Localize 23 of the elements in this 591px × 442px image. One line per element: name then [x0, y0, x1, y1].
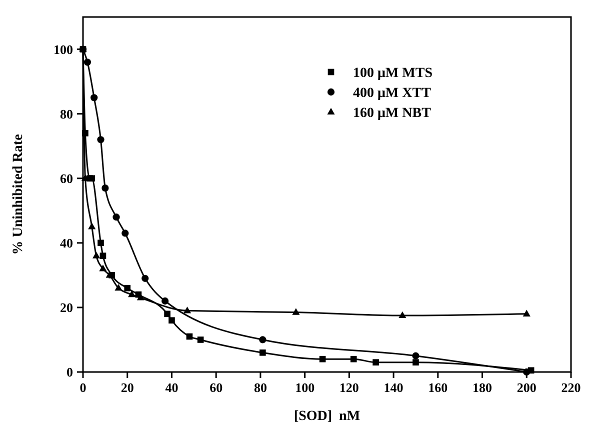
y-tick-label: 20 — [60, 300, 73, 315]
x-tick-label: 220 — [561, 380, 581, 395]
legend-label: 100 μM MTS — [353, 66, 433, 81]
y-axis-title: % Uninhibited Rate — [11, 134, 26, 255]
x-tick-label: 20 — [120, 380, 134, 395]
y-tick-label: 40 — [60, 235, 73, 250]
y-tick-label: 80 — [60, 106, 73, 122]
x-tick-label: 160 — [428, 380, 448, 395]
y-tick-label: 60 — [60, 170, 73, 186]
x-tick-label: 100 — [295, 380, 315, 395]
y-tick-label: 100 — [54, 42, 73, 57]
x-tick-label: 60 — [210, 380, 223, 395]
x-tick-label: 180 — [472, 380, 492, 395]
x-tick-label: 200 — [516, 380, 536, 395]
x-tick-label: 120 — [339, 380, 359, 395]
x-tick-label: 80 — [254, 380, 267, 395]
x-tick-label: 0 — [80, 380, 86, 395]
y-tick-label: 0 — [66, 364, 73, 380]
legend-label: 400 μM XTT — [353, 86, 432, 101]
x-tick-label: 140 — [384, 380, 404, 395]
x-axis-title: [SOD] nM — [294, 409, 360, 424]
legend-label: 160 μM NBT — [353, 106, 432, 121]
x-tick-label: 40 — [165, 380, 178, 395]
